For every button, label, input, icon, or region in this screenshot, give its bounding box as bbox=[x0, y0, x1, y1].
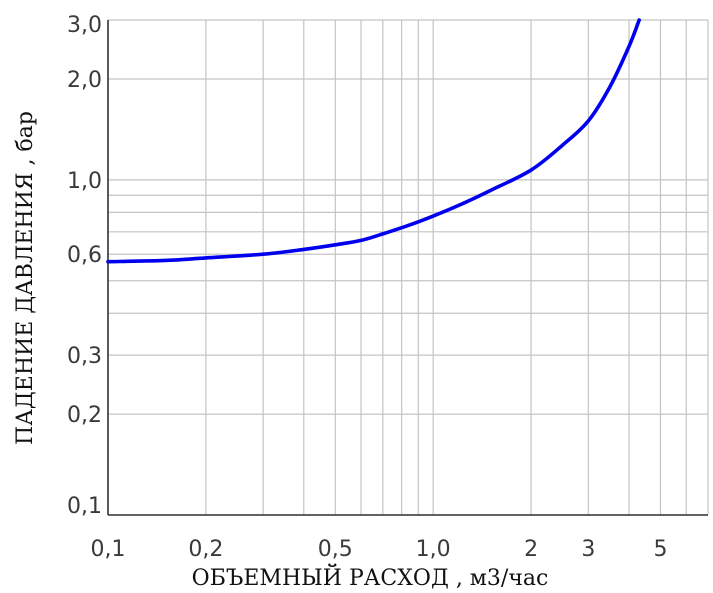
x-tick-label: 3 bbox=[581, 537, 595, 562]
x-tick-label: 0,1 bbox=[91, 537, 126, 562]
y-tick-label: 0,2 bbox=[67, 403, 102, 428]
plot-frame bbox=[107, 20, 708, 516]
y-tick-label: 1,0 bbox=[67, 169, 102, 194]
y-tick-label: 0,1 bbox=[67, 494, 102, 519]
x-tick-label: 0,5 bbox=[318, 537, 353, 562]
series-layer bbox=[106, 18, 641, 264]
series-line bbox=[106, 18, 641, 264]
x-tick-label: 2 bbox=[524, 537, 538, 562]
grid bbox=[107, 19, 709, 516]
y-tick-label: 0,6 bbox=[67, 243, 102, 268]
x-tick-label: 1,0 bbox=[416, 537, 451, 562]
x-tick-label: 5 bbox=[653, 537, 667, 562]
x-axis-title: ОБЪЕМНЫЙ РАСХОД , м3/час bbox=[192, 563, 549, 591]
y-tick-label: 0,3 bbox=[67, 344, 102, 369]
y-tick-label: 2,0 bbox=[67, 68, 102, 93]
x-tick-labels: 0,1 0,2 0,5 1,0 2 3 5 bbox=[91, 537, 668, 562]
y-tick-label: 3,0 bbox=[67, 13, 102, 38]
x-tick-label: 0,2 bbox=[188, 537, 223, 562]
y-tick-labels: 0,1 0,2 0,3 0,6 1,0 2,0 3,0 bbox=[67, 13, 102, 519]
y-axis-title: ПАДЕНИЕ ДАВЛЕНИЯ , бар bbox=[13, 111, 38, 445]
